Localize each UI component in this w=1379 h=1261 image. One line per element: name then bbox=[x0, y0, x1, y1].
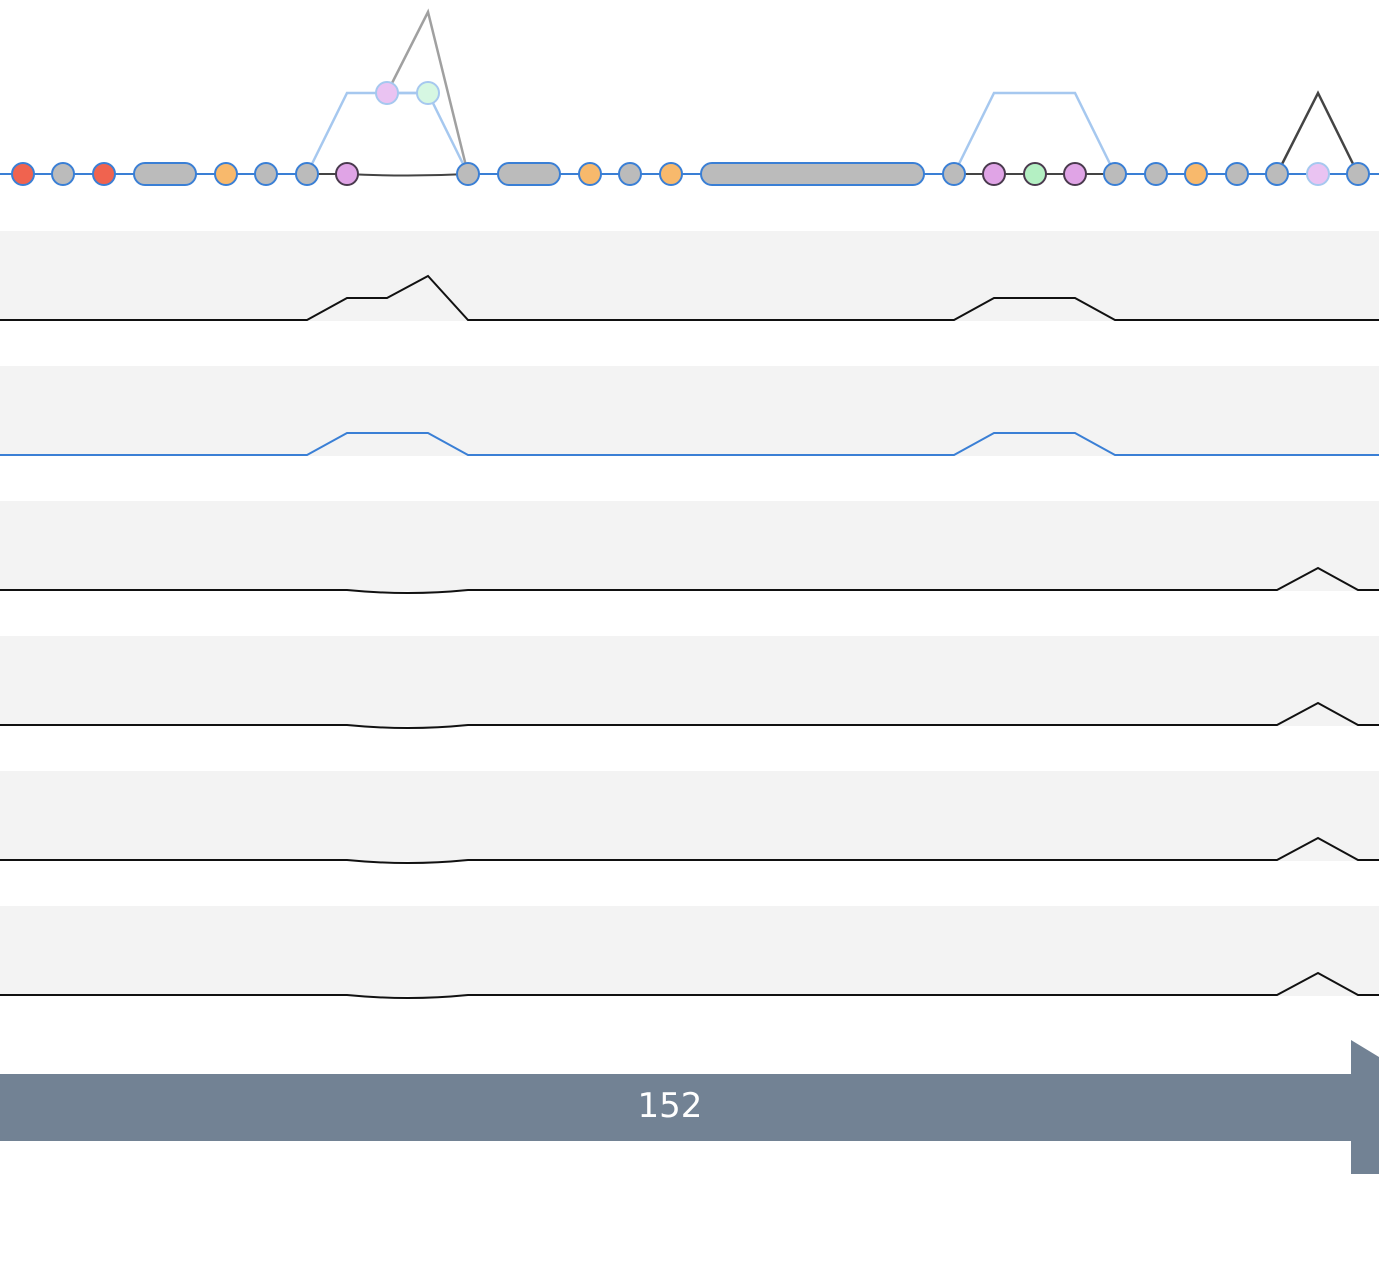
graph-node[interactable] bbox=[659, 162, 683, 186]
graph-node[interactable] bbox=[942, 162, 966, 186]
graph-node[interactable] bbox=[375, 81, 399, 105]
variation-graph bbox=[0, 8, 1379, 186]
gray-path bbox=[385, 8, 470, 175]
graph-node[interactable] bbox=[1023, 162, 1047, 186]
graph-node[interactable] bbox=[497, 162, 561, 186]
graph-node[interactable] bbox=[982, 162, 1006, 186]
track-line bbox=[0, 971, 1379, 999]
graph-node[interactable] bbox=[700, 162, 925, 186]
track-background bbox=[0, 366, 1379, 456]
graph-node[interactable] bbox=[254, 162, 278, 186]
graph-node[interactable] bbox=[51, 162, 75, 186]
position-arrow: 152 bbox=[0, 1040, 1379, 1174]
coverage-track bbox=[0, 771, 1379, 864]
graph-node[interactable] bbox=[578, 162, 602, 186]
graph-node[interactable] bbox=[1265, 162, 1289, 186]
track-background bbox=[0, 501, 1379, 591]
graph-node[interactable] bbox=[11, 162, 35, 186]
track-background bbox=[0, 771, 1379, 861]
track-line bbox=[0, 274, 1379, 321]
position-arrow-shape bbox=[0, 1040, 1379, 1174]
track-line bbox=[0, 701, 1379, 729]
graph-node[interactable] bbox=[456, 162, 480, 186]
coverage-tracks bbox=[0, 231, 1379, 999]
track-background bbox=[0, 636, 1379, 726]
graph-node[interactable] bbox=[416, 81, 440, 105]
graph-node[interactable] bbox=[92, 162, 116, 186]
dark-path-1 bbox=[307, 173, 469, 177]
graph-node[interactable] bbox=[335, 162, 359, 186]
track-background bbox=[0, 906, 1379, 996]
coverage-track bbox=[0, 636, 1379, 729]
graph-node[interactable] bbox=[295, 162, 319, 186]
graph-node[interactable] bbox=[1144, 162, 1168, 186]
track-line bbox=[0, 432, 1379, 456]
coverage-track bbox=[0, 231, 1379, 321]
track-line bbox=[0, 836, 1379, 864]
graph-node[interactable] bbox=[1346, 162, 1370, 186]
dark-path-3 bbox=[1275, 90, 1360, 175]
graph-node[interactable] bbox=[1306, 162, 1330, 186]
alt-path-1 bbox=[305, 91, 470, 175]
graph-node[interactable] bbox=[214, 162, 238, 186]
graph-node[interactable] bbox=[1103, 162, 1127, 186]
graph-node[interactable] bbox=[133, 162, 197, 186]
position-label: 152 bbox=[638, 1086, 703, 1126]
graph-node[interactable] bbox=[618, 162, 642, 186]
graph-node[interactable] bbox=[1063, 162, 1087, 186]
track-background bbox=[0, 231, 1379, 321]
coverage-track bbox=[0, 366, 1379, 456]
track-line bbox=[0, 566, 1379, 594]
alt-path-2 bbox=[952, 91, 1117, 175]
coverage-track bbox=[0, 906, 1379, 999]
coverage-track bbox=[0, 501, 1379, 594]
graph-node[interactable] bbox=[1184, 162, 1208, 186]
graph-node[interactable] bbox=[1225, 162, 1249, 186]
